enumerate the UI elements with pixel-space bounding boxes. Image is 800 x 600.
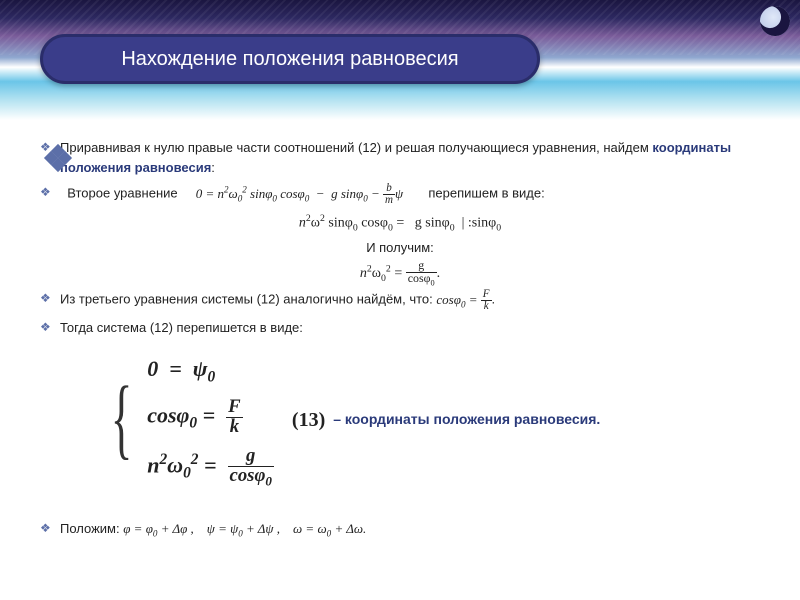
b2-pre: Второе уравнение (67, 186, 177, 201)
b6-pre: Положим: (60, 521, 123, 536)
title-pill: Нахождение положения равновесия (40, 34, 540, 84)
left-brace-icon: { (111, 381, 133, 458)
page-title: Нахождение положения равновесия (121, 48, 458, 71)
eq-number: (13) (292, 405, 325, 435)
header-gradient: Нахождение положения равновесия (0, 0, 800, 120)
eq3-result: cosφ0 = Fk (436, 292, 491, 307)
bullet-4: ❖ Из третьего уравнения системы (12) ана… (40, 289, 760, 312)
eq2-inline: 0 = n2ω02 sinφ0 cosφ0 − g sinφ0 − bmψ (196, 186, 403, 201)
sys-row1: 0 = ψ0 (147, 352, 274, 389)
diamond-cluster-icon (46, 146, 72, 172)
bullet-icon: ❖ (40, 519, 60, 537)
b2-post: перепишем в виде: (428, 186, 544, 201)
slide-content: ❖ Приравнивая к нулю правые части соотно… (0, 120, 800, 558)
eq-caption: – координаты положения равновесия. (333, 409, 600, 430)
eq2-result: n2ω02 = gcosφ0. (40, 260, 760, 288)
sys-row3: n2ω02 = gcosφ0 (147, 447, 274, 488)
moon-icon (756, 2, 794, 40)
equation-system-13: { 0 = ψ0 cosφ0 = Fk n2ω02 = gcosφ0 (13) … (100, 352, 760, 487)
b1-pre: Приравнивая к нулю правые части соотноше… (60, 140, 652, 155)
bullet-1: ❖ Приравнивая к нулю правые части соотно… (40, 138, 760, 177)
b5: Тогда система (12) перепишется в виде: (60, 318, 760, 338)
sys-row2: cosφ0 = Fk (147, 398, 274, 436)
bullet-6: ❖ Положим: φ = φ0 + Δφ , ψ = ψ0 + Δψ , ω… (40, 519, 760, 541)
bullet-5: ❖ Тогда система (12) перепишется в виде: (40, 318, 760, 338)
eq2-rewrite: n2ω2 sinφ0 cosφ0 = g sinφ0 | :sinφ0 (40, 212, 760, 236)
b4-pre: Из третьего уравнения системы (12) анало… (60, 292, 436, 307)
bullet-2: ❖ Второе уравнение 0 = n2ω02 sinφ0 cosφ0… (40, 183, 760, 206)
bullet-icon: ❖ (40, 183, 60, 201)
subst: φ = φ0 + Δφ , ψ = ψ0 + Δψ , ω = ω0 + Δω. (123, 521, 366, 536)
b3-mid: И получим: (40, 238, 760, 258)
bullet-icon: ❖ (40, 318, 60, 336)
bullet-icon: ❖ (40, 289, 60, 307)
